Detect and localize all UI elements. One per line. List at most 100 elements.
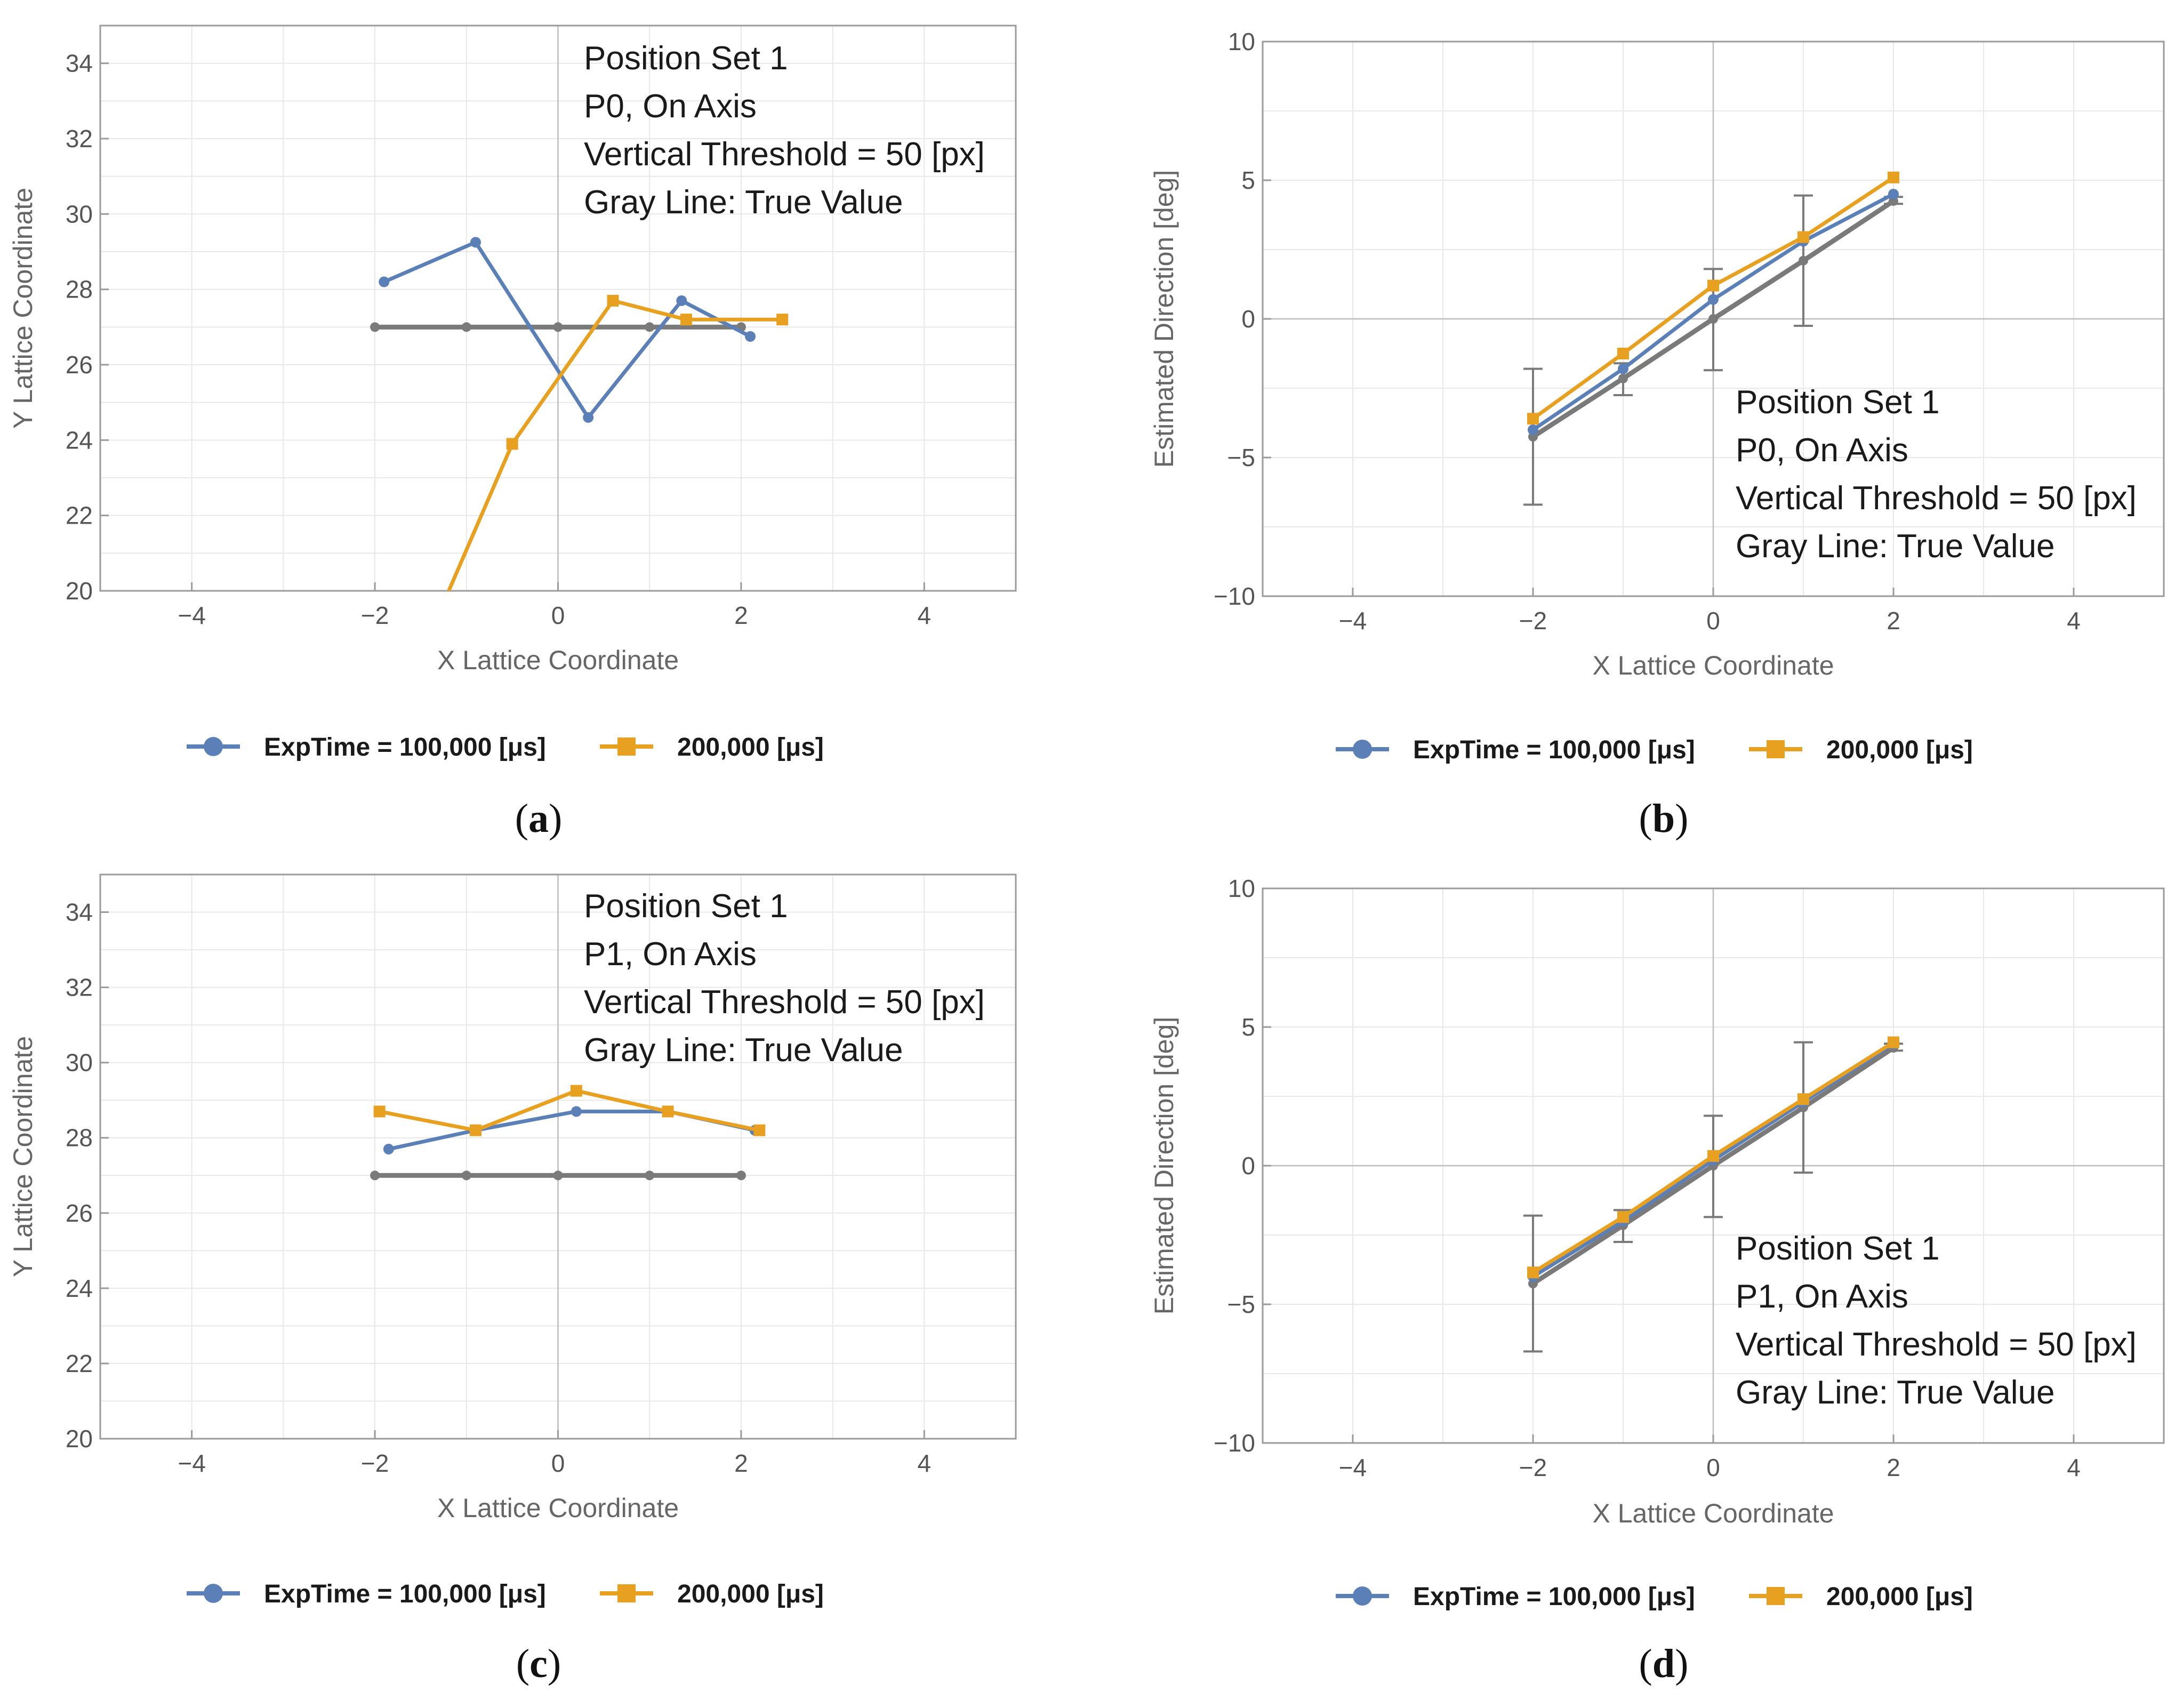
y-tick-label: 5	[1241, 1013, 1255, 1041]
data-point-square	[1707, 279, 1719, 292]
x-tick-label: 0	[551, 1449, 565, 1477]
data-point-square	[1888, 171, 1899, 183]
y-tick-label: −10	[1214, 1429, 1255, 1457]
x-axis-label: X Lattice Coordinate	[1592, 1498, 1834, 1528]
plot-area	[370, 237, 789, 591]
x-tick-label: −2	[1519, 607, 1547, 635]
y-tick-label: 26	[66, 351, 93, 379]
annotation-line: Vertical Threshold = 50 [px]	[1736, 1326, 2137, 1363]
annotation-line: Position Set 1	[1736, 384, 1940, 421]
legend-marker-square	[617, 737, 636, 756]
x-tick-label: −4	[178, 602, 205, 629]
annotation-block: Position Set 1 P1, On Axis Vertical Thresh…	[584, 888, 985, 1069]
legend-marker-circle	[204, 1584, 223, 1603]
y-tick-label: 0	[1241, 305, 1255, 333]
x-tick-label: 0	[1706, 607, 1720, 635]
x-tick-label: 2	[734, 1449, 748, 1477]
x-axis-label: X Lattice Coordinate	[437, 645, 679, 675]
x-tick-label: 0	[1706, 1454, 1720, 1481]
panel-caption: (c)	[516, 1641, 561, 1686]
annotation-line: Gray Line: True Value	[1736, 528, 2055, 565]
data-point-circle	[1528, 424, 1538, 435]
panel-caption-letter: b	[1652, 796, 1675, 841]
legend-marker-square	[1767, 1587, 1785, 1605]
annotation-line: Vertical Threshold = 50 [px]	[1736, 480, 2137, 517]
data-point-square	[1617, 348, 1629, 359]
x-axis-label: X Lattice Coordinate	[437, 1493, 679, 1523]
series-line	[446, 299, 783, 591]
annotation-block: Position Set 1 P1, On Axis Vertical Thresh…	[1736, 1230, 2137, 1411]
data-point-circle	[470, 237, 481, 248]
annotation-line: Vertical Threshold = 50 [px]	[584, 136, 985, 173]
y-tick-label: 10	[1228, 875, 1255, 902]
x-tick-label: 4	[918, 1449, 932, 1477]
annotation-block: Position Set 1 P0, On Axis Vertical Thresh…	[584, 40, 985, 221]
data-point-circle	[1618, 373, 1628, 383]
x-tick-label: 0	[551, 602, 565, 629]
legend-label: 200,000 [μs]	[677, 1580, 824, 1608]
data-point-square	[1797, 1093, 1809, 1105]
x-tick-label: 4	[2067, 1454, 2081, 1481]
panel-caption-letter: d	[1652, 1641, 1675, 1686]
legend: ExpTime = 100,000 [μs] 200,000 [μs]	[1336, 736, 1973, 764]
annotation-line: Gray Line: True Value	[1736, 1374, 2055, 1411]
x-tick-label: −2	[1519, 1454, 1547, 1481]
series-200000	[1527, 1036, 1899, 1279]
legend-label: 200,000 [μs]	[1826, 1583, 1973, 1611]
y-tick-label: 30	[66, 1049, 93, 1077]
y-tick-label: 28	[66, 276, 93, 303]
legend-label: 200,000 [μs]	[677, 733, 824, 761]
series-200000	[1527, 171, 1899, 425]
chart-panel-b: −4 −2 0 2 4 −10 −5 0 5 10 X Lattice Coordinate Esti…	[1149, 28, 2165, 841]
legend-label: ExpTime = 100,000 [μs]	[1413, 1583, 1695, 1611]
annotation-line: P0, On Axis	[584, 88, 757, 125]
x-tick-label: −4	[1339, 1454, 1367, 1481]
data-point-square	[1707, 1150, 1719, 1162]
legend: ExpTime = 100,000 [μs] 200,000 [μs]	[187, 1580, 824, 1608]
data-point-circle	[736, 1170, 746, 1181]
x-tick-label: −2	[361, 602, 389, 629]
data-point-square	[607, 294, 619, 307]
data-point-square	[776, 314, 789, 326]
y-tick-label: 26	[66, 1199, 93, 1227]
data-point-circle	[553, 322, 563, 332]
y-axis-label: Y Lattice Coordinate	[8, 1036, 38, 1277]
panel-caption: (a)	[515, 796, 563, 841]
data-point-circle	[461, 322, 471, 332]
y-axis-label: Estimated Direction [deg]	[1149, 1017, 1179, 1315]
annotation-line: P1, On Axis	[1736, 1278, 1908, 1315]
y-tick-label: 20	[66, 577, 93, 605]
y-axis-label: Estimated Direction [deg]	[1149, 170, 1179, 468]
legend-marker-circle	[1353, 1586, 1372, 1606]
data-point-circle	[676, 295, 687, 306]
plot-area	[370, 1085, 766, 1181]
x-axis-label: X Lattice Coordinate	[1592, 651, 1834, 680]
x-tick-label: 2	[1887, 1454, 1900, 1481]
legend-label: ExpTime = 100,000 [μs]	[264, 1580, 546, 1608]
annotation-line: Position Set 1	[1736, 1230, 1940, 1267]
annotation-line: Gray Line: True Value	[584, 1032, 903, 1069]
panel-caption: (b)	[1639, 796, 1689, 841]
series-true-value	[1523, 194, 1903, 506]
y-tick-label: 28	[66, 1124, 93, 1152]
y-tick-label: 32	[66, 974, 93, 1001]
data-point-square	[1797, 231, 1809, 243]
x-tick-label: −2	[361, 1449, 389, 1477]
data-point-square	[662, 1105, 674, 1118]
data-point-circle	[1708, 314, 1718, 324]
data-point-circle	[645, 1170, 655, 1181]
y-tick-label: −10	[1214, 582, 1255, 610]
y-tick-label: 0	[1241, 1152, 1255, 1180]
y-tick-label: 34	[66, 899, 93, 926]
x-tick-label: −4	[1339, 607, 1367, 635]
data-point-circle	[370, 322, 380, 332]
y-tick-label: 22	[66, 502, 93, 530]
legend-label: ExpTime = 100,000 [μs]	[1413, 736, 1695, 764]
y-axis-label: Y Lattice Coordinate	[8, 188, 38, 429]
series-exptime	[383, 1106, 760, 1154]
data-point-square	[1617, 1211, 1629, 1223]
data-point-circle	[1618, 363, 1628, 374]
series-200000	[373, 1085, 766, 1136]
